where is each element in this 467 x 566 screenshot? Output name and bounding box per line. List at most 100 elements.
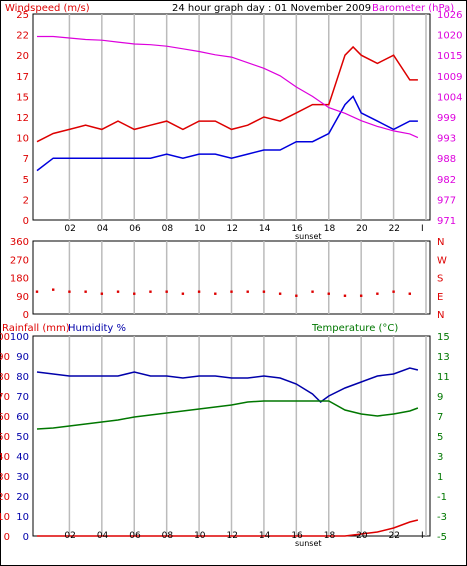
y-tick-label: 7 (437, 412, 443, 423)
x-tick-label: 22 (389, 531, 400, 541)
x-tick-label: 06 (129, 224, 141, 234)
y-tick-label: 100 (0, 332, 10, 343)
x-tick-label: 22 (389, 224, 400, 234)
y-tick-label: -1 (437, 492, 447, 503)
wind-direction-point (359, 294, 363, 297)
wind-direction-point (149, 290, 152, 293)
y-tick-label: 17 (16, 72, 29, 83)
x-tick-label: 16 (291, 531, 303, 541)
y-tick-label: 1009 (437, 72, 462, 83)
x-tick-label: 10 (194, 531, 206, 541)
wind-direction-point (376, 292, 379, 295)
wind-direction-point (295, 294, 298, 297)
y-tick-label: 20 (16, 51, 29, 62)
x-tick-label: 04 (97, 531, 109, 541)
chart-title: 24 hour graph day : 01 November 2009 (172, 3, 371, 14)
y-tick-label: W (437, 255, 447, 266)
y-tick-label: N (437, 310, 444, 321)
wind-direction-point (165, 290, 168, 293)
y-tick-label: 70 (0, 392, 10, 403)
y-tick-label: S (437, 274, 443, 285)
y-tick-label: 3 (437, 452, 443, 463)
y-tick-label: 25 (16, 10, 29, 21)
x-tick-label: 08 (162, 224, 174, 234)
wind-direction-point (181, 292, 185, 295)
y-tick-label: -5 (437, 532, 447, 543)
y-tick-label: 90 (0, 352, 10, 363)
wind-direction-point (311, 290, 314, 293)
y-tick-label: E (437, 292, 443, 303)
wind-direction-point (408, 292, 411, 295)
y-tick-label: 2 (23, 195, 29, 206)
sunset-label-lower: sunset (295, 539, 322, 548)
y-tick-label: 977 (437, 195, 456, 206)
y-tick-label: 80 (16, 372, 29, 383)
y-tick-label: 0 (4, 532, 10, 543)
sunset-label-wind: sunset (295, 232, 322, 241)
y-tick-label: 1020 (437, 31, 462, 42)
wind-direction-point (327, 292, 330, 295)
y-tick-label: 10 (0, 512, 10, 523)
wind-direction-point (392, 290, 395, 293)
y-tick-label: 30 (16, 472, 29, 483)
y-tick-label: 971 (437, 216, 456, 227)
y-tick-label: 60 (0, 412, 10, 423)
y-tick-label: 1026 (437, 10, 462, 21)
x-tick-label: 12 (227, 531, 238, 541)
y-tick-label: 1004 (437, 92, 462, 103)
x-tick-label: I (421, 224, 424, 234)
y-tick-label: 13 (437, 352, 450, 363)
x-tick-label: 06 (129, 531, 141, 541)
y-tick-label: 12 (16, 113, 29, 124)
y-tick-label: 10 (16, 134, 29, 145)
x-tick-label: 14 (259, 531, 271, 541)
x-tick-label: 12 (227, 224, 238, 234)
x-tick-label: 18 (324, 531, 336, 541)
y-tick-label: N (437, 237, 444, 248)
wind-direction-point (133, 292, 136, 295)
wind-direction-point (52, 288, 55, 291)
y-tick-label: 50 (16, 432, 29, 443)
y-tick-label: 20 (0, 492, 10, 503)
y-tick-label: 988 (437, 154, 456, 165)
wind-direction-point (35, 290, 39, 293)
wind-direction-point (230, 290, 233, 293)
x-tick-label: 04 (97, 224, 109, 234)
wind-direction-point (100, 292, 104, 295)
y-tick-label: 180 (10, 274, 29, 285)
y-tick-label: 360 (10, 237, 29, 248)
rainfall-axis-title: Rainfall (mm) (2, 323, 70, 334)
y-tick-label: 90 (16, 352, 29, 363)
y-tick-label: 15 (437, 332, 450, 343)
rainfall-series (37, 519, 419, 537)
x-tick-label: 08 (162, 531, 174, 541)
y-tick-label: 40 (0, 452, 10, 463)
x-tick-label: 02 (64, 224, 75, 234)
y-tick-label: 22 (16, 31, 29, 42)
wind-direction-point (278, 292, 282, 295)
x-tick-label: 10 (194, 224, 206, 234)
barometer-axis-title: Barometer (hPa) (372, 3, 454, 14)
y-tick-label: 11 (437, 372, 450, 383)
y-tick-label: 0 (23, 310, 29, 321)
wind-average-series (36, 95, 418, 172)
x-tick-label: 20 (356, 224, 368, 234)
x-tick-label: 02 (64, 531, 75, 541)
y-tick-label: 80 (0, 372, 10, 383)
y-tick-label: 0 (23, 216, 29, 227)
y-tick-label: 993 (437, 134, 456, 145)
y-tick-label: 1015 (437, 51, 462, 62)
y-tick-label: 1 (437, 472, 443, 483)
y-tick-label: 90 (16, 292, 29, 303)
x-tick-label: 18 (324, 224, 336, 234)
x-tick-label: 14 (259, 224, 271, 234)
wind-direction-point (262, 290, 266, 293)
y-tick-label: 70 (16, 392, 29, 403)
y-tick-label: 40 (16, 452, 29, 463)
wind-direction-point (84, 290, 87, 293)
windspeed-axis-title: Windspeed (m/s) (5, 3, 90, 14)
y-tick-label: 270 (10, 255, 29, 266)
x-tick-label: 20 (356, 531, 368, 541)
barometer-series (37, 35, 419, 139)
